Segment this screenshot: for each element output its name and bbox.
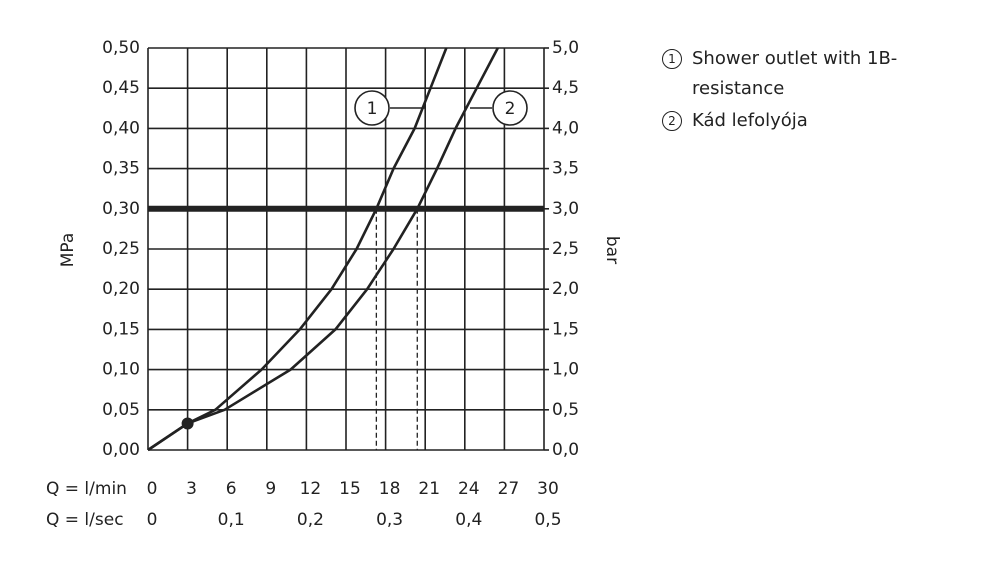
y2-tick-label: 2,5 — [552, 239, 579, 259]
y-axis-label: MPa — [58, 233, 78, 268]
x-tick-label: 9 — [265, 479, 276, 499]
x-tick-label: 21 — [418, 479, 440, 499]
y2-tick-label: 3,5 — [552, 159, 579, 179]
x-tick-label: 3 — [186, 479, 197, 499]
legend-item: 2 Kád lefolyója — [662, 106, 952, 136]
y2-tick-label: 4,0 — [552, 118, 579, 138]
y2-tick-label: 0,0 — [552, 440, 579, 460]
x-tick-label: 24 — [458, 479, 480, 499]
y-tick-label: 0,00 — [102, 440, 140, 460]
legend: 1 Shower outlet with 1B-resistance 2 Kád le… — [662, 44, 952, 138]
callout-circle — [354, 90, 390, 126]
x-tick-label: 18 — [379, 479, 401, 499]
y2-axis-label: bar — [602, 236, 622, 264]
y-tick-label: 0,45 — [102, 78, 140, 98]
x-tick-label: 12 — [300, 479, 322, 499]
series-line — [147, 47, 448, 452]
legend-label: Shower outlet with 1B-resistance — [692, 48, 898, 99]
legend-item: 1 Shower outlet with 1B-resistance — [662, 44, 952, 104]
operating-point — [181, 417, 194, 430]
legend-marker: 1 — [662, 49, 682, 69]
x2-tick-label: 0 — [147, 510, 158, 530]
x2-axis-label: Q = l/sec — [46, 510, 124, 530]
series-line — [147, 47, 499, 452]
y2-tick-label: 5,0 — [552, 38, 579, 58]
y-tick-label: 0,20 — [102, 279, 140, 299]
y2-tick-label: 1,5 — [552, 319, 579, 339]
x-tick-label: 6 — [226, 479, 237, 499]
callout-circle — [492, 90, 528, 126]
y-tick-label: 0,50 — [102, 38, 140, 58]
x2-tick-label: 0,1 — [218, 510, 245, 530]
y-tick-label: 0,05 — [102, 400, 140, 420]
callout-label: 1 — [367, 99, 378, 119]
y2-tick-label: 2,0 — [552, 279, 579, 299]
y-tick-label: 0,40 — [102, 118, 140, 138]
legend-label: Kád lefolyója — [692, 110, 808, 131]
x-tick-label: 30 — [537, 479, 559, 499]
x2-tick-label: 0,4 — [455, 510, 482, 530]
x2-tick-label: 0,5 — [534, 510, 561, 530]
x2-tick-label: 0,3 — [376, 510, 403, 530]
x-tick-label: 15 — [339, 479, 361, 499]
x-tick-label: 0 — [147, 479, 158, 499]
y-tick-label: 0,35 — [102, 159, 140, 179]
y2-tick-label: 4,5 — [552, 78, 579, 98]
y2-tick-label: 3,0 — [552, 199, 579, 219]
callout-label: 2 — [505, 99, 516, 119]
x2-tick-label: 0,2 — [297, 510, 324, 530]
y-tick-label: 0,30 — [102, 199, 140, 219]
legend-marker: 2 — [662, 111, 682, 131]
y-tick-label: 0,10 — [102, 360, 140, 380]
x-tick-label: 27 — [498, 479, 520, 499]
y-tick-label: 0,15 — [102, 319, 140, 339]
x-axis-label: Q = l/min — [46, 479, 127, 499]
y2-tick-label: 1,0 — [552, 360, 579, 380]
y2-tick-label: 0,5 — [552, 400, 579, 420]
y-tick-label: 0,25 — [102, 239, 140, 259]
